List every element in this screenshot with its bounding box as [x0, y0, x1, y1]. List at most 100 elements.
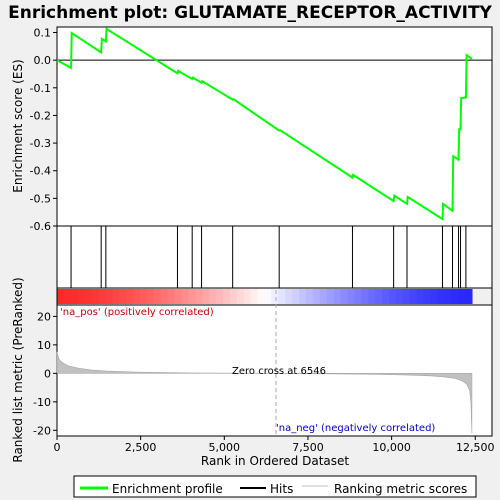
heat-bar-segment [458, 289, 466, 304]
metric-y-tick-label: 0 [44, 367, 51, 380]
es-y-tick-label: -0.1 [30, 82, 51, 95]
heat-bar-segment [347, 289, 355, 304]
legend-metric-label: Ranking metric scores [334, 482, 467, 496]
heat-bar-segment [57, 289, 65, 304]
legend-hits-label: Hits [270, 482, 293, 496]
heat-bar-segment [375, 289, 383, 304]
heat-bar-segment [105, 289, 113, 304]
x-tick-label: 12,500 [456, 441, 495, 454]
heat-bar-segment [430, 289, 438, 304]
heat-bar-segment [395, 289, 404, 304]
heat-bar-segment [271, 289, 279, 304]
es-y-tick-label: -0.4 [30, 165, 51, 178]
x-tick-label: 2,500 [125, 441, 157, 454]
hits-panel [70, 226, 467, 288]
heat-bar-segment [388, 289, 397, 304]
heat-bar-segment [84, 289, 93, 304]
es-y-tick-label: 0.0 [34, 54, 52, 67]
es-panel: 0.1 0.0 -0.1 -0.2 -0.3 -0.4 -0.5 -0.6 [30, 27, 492, 233]
metric-y-tick-label: 20 [37, 310, 51, 323]
ranking-metric-area [56, 351, 473, 434]
heat-bar-segment [326, 289, 335, 304]
heat-bar-segment [285, 289, 293, 304]
heat-bar-segment [292, 289, 300, 304]
x-tick-label: 0 [54, 441, 61, 454]
es-y-tick-label: -0.3 [30, 137, 51, 150]
heat-bar-segment [133, 289, 141, 304]
heat-bar-segment [202, 289, 210, 304]
neg-correlated-label: 'na_neg' (negatively correlated) [276, 423, 435, 434]
ranked-heat-bar [57, 289, 473, 304]
heat-bar-segment [354, 289, 362, 304]
heat-bar-segment [91, 289, 100, 304]
heat-bar-segment [216, 289, 224, 304]
heat-bar-segment [305, 289, 314, 304]
metric-y-tick-label: -10 [33, 396, 51, 409]
heat-bar-segment [146, 289, 155, 304]
heat-bar-segment [451, 289, 459, 304]
heat-bar-segment [409, 289, 418, 304]
heat-bar-segment [368, 289, 376, 304]
heat-bar-segment [98, 289, 107, 304]
heat-bar-segment [243, 289, 252, 304]
heat-bar-segment [402, 289, 411, 304]
heat-bar-segment [167, 289, 176, 304]
heat-bar-segment [181, 289, 189, 304]
x-axis-label: Rank in Ordered Dataset [201, 454, 349, 468]
legend: Enrichment profile Hits Ranking metric s… [73, 475, 477, 498]
heat-bar-segment [361, 289, 369, 304]
es-y-tick-label: -0.6 [30, 220, 51, 233]
heat-bar-segment [126, 289, 134, 304]
heat-bar-segment [63, 289, 72, 304]
heat-bar-segment [160, 289, 169, 304]
heat-bar-segment [319, 289, 328, 304]
heat-bar-segment [257, 289, 266, 304]
heat-bar-segment [139, 289, 148, 304]
heat-bar-segment [333, 289, 342, 304]
heat-bar-segment [195, 289, 203, 304]
metric-y-tick-label: 10 [37, 339, 51, 352]
heat-bar-segment [77, 289, 86, 304]
pos-correlated-label: 'na_pos' (positively correlated) [60, 307, 214, 318]
metric-panel-frame [56, 304, 493, 437]
heat-bar-segment [299, 289, 307, 304]
es-y-tick-label: -0.2 [30, 109, 51, 122]
heat-bar-segment [340, 289, 349, 304]
es-y-axis-label: Enrichment score (ES) [11, 59, 25, 192]
heat-bar-segment [382, 289, 390, 304]
heat-bar-segment [222, 289, 231, 304]
heat-bar-segment [416, 289, 425, 304]
enrichment-profile-line [56, 27, 473, 221]
metric-y-axis-label: Ranked list metric (PreRanked) [11, 277, 25, 462]
heat-bar-segment [278, 289, 286, 304]
heat-bar-segment [444, 289, 452, 304]
heat-bar-segment [437, 289, 445, 304]
heat-bar-segment [250, 289, 259, 304]
heat-bar-segment [312, 289, 321, 304]
heat-bar-segment [264, 289, 272, 304]
heat-bar-segment [174, 289, 183, 304]
legend-profile-label: Enrichment profile [112, 482, 223, 496]
heat-bar-segment [465, 289, 473, 304]
heat-bar-segment [112, 289, 120, 304]
heat-bar-segment [119, 289, 127, 304]
heat-bar-segment [423, 289, 432, 304]
zero-cross-label: Zero cross at 6546 [232, 366, 326, 377]
heat-bar-segment [236, 289, 245, 304]
es-y-tick-label: 0.1 [34, 27, 52, 40]
heat-bar-segment [209, 289, 217, 304]
heat-bar-segment [188, 289, 196, 304]
legend-box [73, 475, 477, 498]
x-tick-label: 7,500 [292, 441, 324, 454]
x-tick-label: 5,000 [209, 441, 241, 454]
heat-bar-segment [229, 289, 238, 304]
heat-bar-segment [70, 289, 79, 304]
heat-bar-segment [153, 289, 162, 304]
hits-panel-frame [56, 225, 493, 289]
metric-y-tick-label: -20 [33, 424, 51, 437]
chart-title: Enrichment plot: GLUTAMATE_RECEPTOR_ACTI… [8, 3, 492, 23]
x-tick-label: 10,000 [372, 441, 411, 454]
es-y-tick-label: -0.5 [30, 192, 51, 205]
